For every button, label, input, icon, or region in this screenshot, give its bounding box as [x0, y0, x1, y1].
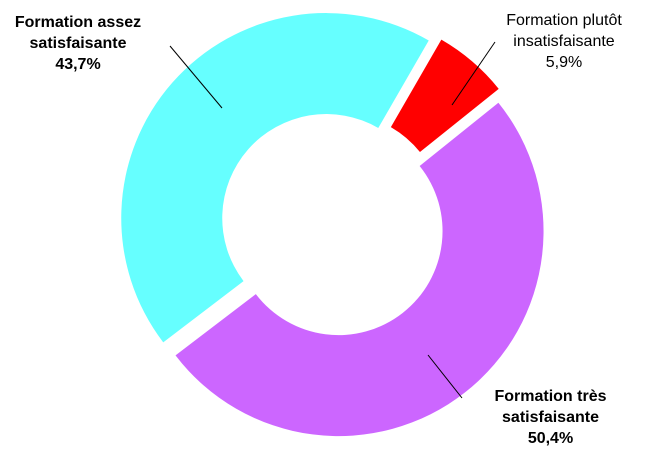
donut-slice — [390, 39, 499, 153]
slice-label: Formation plutôt insatisfaisante 5,9% — [494, 10, 634, 73]
leader-line — [451, 41, 496, 106]
value-label: 50,4% — [527, 430, 574, 447]
slice-label: Formation très satisfaisante 50,4% — [478, 386, 623, 449]
leader-line — [427, 354, 463, 399]
donut-slice — [175, 102, 544, 437]
leader-line — [169, 45, 223, 109]
donut-slice — [121, 13, 429, 343]
value-label: 5,9% — [545, 54, 583, 71]
value-label: 43,7% — [55, 56, 101, 73]
slices — [121, 13, 544, 437]
category-label: Formation assez satisfaisante — [14, 14, 142, 52]
category-label: Formation très satisfaisante — [494, 388, 607, 426]
slice-label: Formation assez satisfaisante 43,7% — [3, 12, 153, 75]
category-label: Formation plutôt insatisfaisante — [506, 12, 622, 50]
